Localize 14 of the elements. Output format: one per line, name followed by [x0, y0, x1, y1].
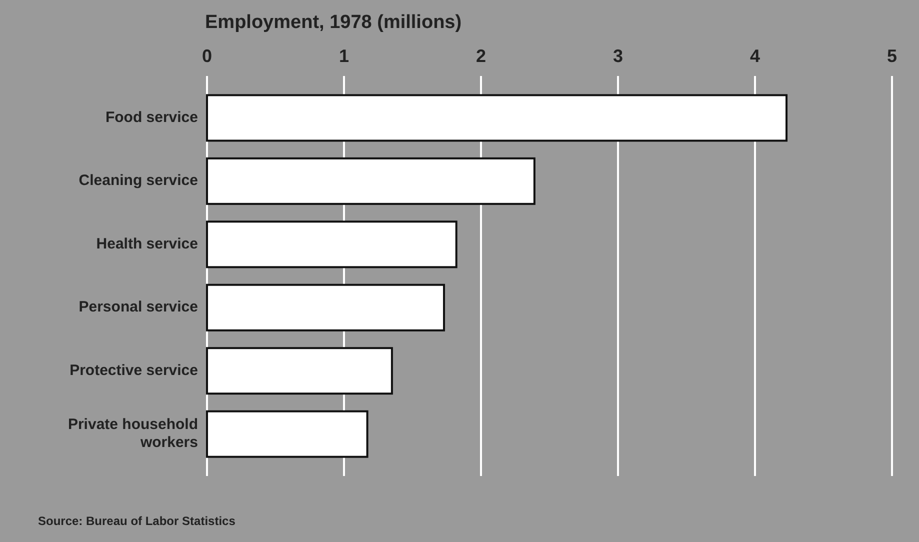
x-tick-label: 0 [202, 46, 212, 66]
y-tick-label: Food service [105, 108, 198, 126]
x-tick-label: 1 [338, 46, 350, 66]
y-tick-label: Protective service [70, 362, 198, 379]
source-note: Source: Bureau of Labor Statistics [38, 514, 236, 528]
x-tick-label: 3 [612, 46, 624, 66]
x-tick-label: 5 [886, 46, 898, 66]
y-tick-label: Private household workers [68, 416, 198, 452]
y-tick-label: Cleaning service [78, 172, 198, 190]
y-tick-label: Personal service [78, 298, 198, 316]
x-tick-label: 2 [476, 46, 486, 66]
chart-title: Employment, 1978 (millions) [205, 12, 462, 33]
x-tick-label: 4 [750, 46, 760, 66]
y-tick-label: Health service [96, 235, 198, 252]
